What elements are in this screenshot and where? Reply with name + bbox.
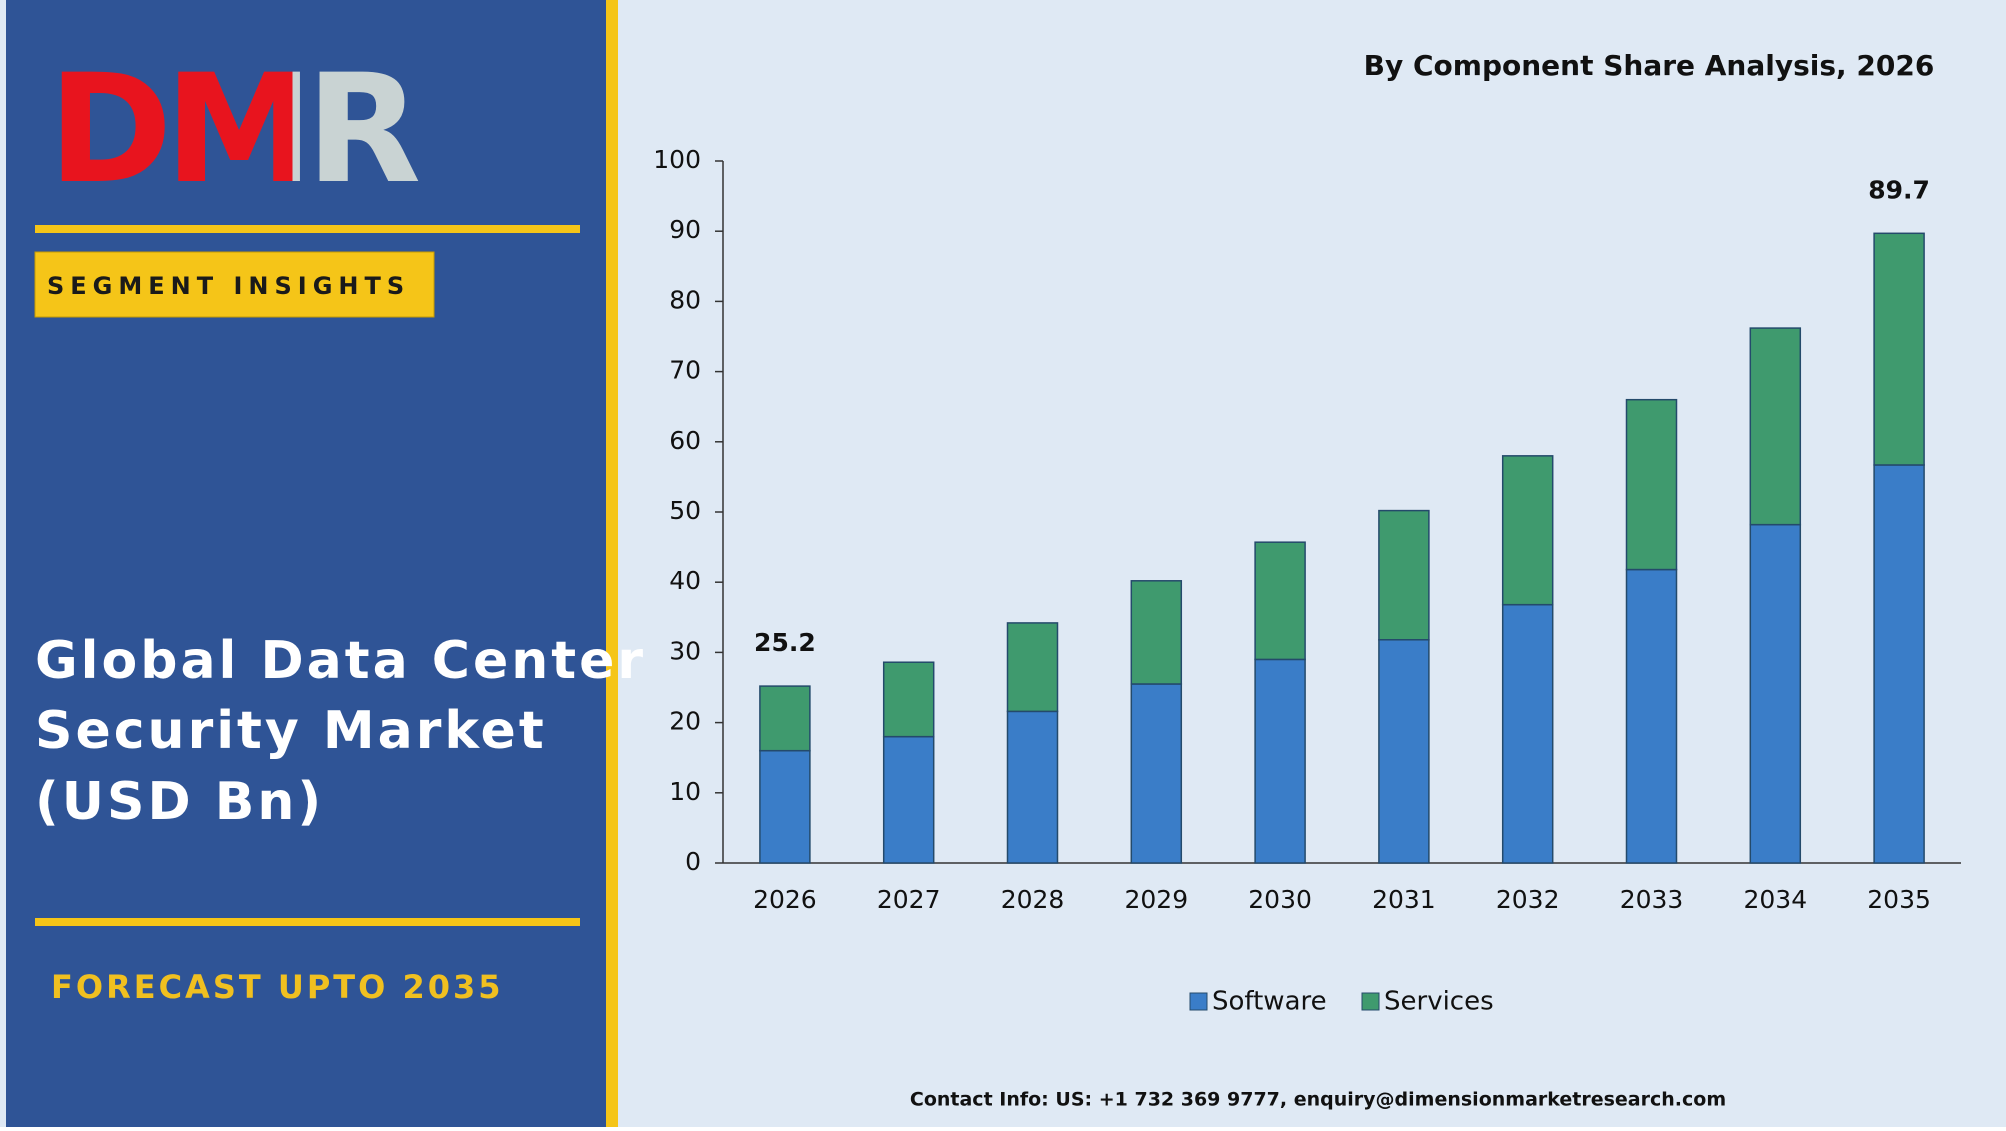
x-tick-label: 2035	[1867, 885, 1931, 914]
panel-title: (USD Bn)	[35, 772, 324, 832]
bar-segment	[1873, 464, 1925, 864]
bar-segment	[1625, 398, 1678, 571]
rule	[35, 918, 580, 926]
bar-segment	[1749, 327, 1802, 526]
side-panel	[6, 0, 606, 1127]
x-tick-label: 2028	[1001, 885, 1065, 914]
total-label: 89.7	[1868, 175, 1930, 204]
bar-segment	[1749, 523, 1802, 864]
y-tick-label: 60	[669, 426, 701, 455]
x-tick-label: 2031	[1372, 885, 1436, 914]
y-tick-label: 50	[669, 496, 701, 525]
legend-label: Software	[1212, 987, 1327, 1017]
bar-segment	[1873, 232, 1925, 466]
bar-segment	[1378, 639, 1430, 864]
total-label: 25.2	[754, 628, 816, 657]
y-tick-label: 0	[685, 847, 701, 876]
bar-segment	[1625, 568, 1678, 864]
y-tick-label: 100	[653, 145, 701, 174]
rule	[35, 225, 580, 233]
chart-title: By Component Share Analysis, 2026	[1364, 49, 1935, 82]
y-tick-label: 30	[669, 636, 701, 665]
x-tick-label: 2027	[877, 885, 941, 914]
panel-title: Security Market	[35, 701, 547, 761]
bar-segment	[882, 661, 935, 738]
x-tick-label: 2030	[1248, 885, 1312, 914]
y-tick-label: 20	[669, 707, 701, 736]
bar-segment	[759, 749, 811, 864]
x-tick-label: 2029	[1124, 885, 1188, 914]
bar-segment	[1254, 658, 1306, 864]
logo: DMR	[48, 43, 419, 217]
bar-segment	[1378, 509, 1430, 641]
bar-segment	[1130, 580, 1183, 685]
legend-swatch	[1189, 992, 1208, 1011]
y-tick-label: 80	[669, 285, 701, 314]
badge	[34, 251, 435, 318]
x-tick-label: 2034	[1743, 885, 1807, 914]
y-tick-label: 70	[669, 356, 701, 385]
panel-title: Global Data Center	[35, 631, 646, 691]
bar-segment	[1006, 622, 1059, 713]
bar-segment	[1501, 455, 1554, 606]
legend-label: Services	[1384, 987, 1494, 1017]
y-tick-label: 10	[669, 777, 701, 806]
bar-segment	[759, 685, 811, 752]
y-tick-label: 90	[669, 215, 701, 244]
badge-text: SEGMENT INSIGHTS	[47, 272, 410, 300]
legend-swatch	[1361, 992, 1380, 1011]
divider	[606, 0, 618, 1127]
x-tick-label: 2033	[1620, 885, 1684, 914]
bar-segment	[1006, 710, 1059, 864]
x-tick-label: 2032	[1496, 885, 1560, 914]
contact: Contact Info: US: +1 732 369 9777, enqui…	[910, 1089, 1726, 1111]
forecast: FORECAST UPTO 2035	[51, 968, 504, 1006]
bar-segment	[882, 735, 935, 864]
bar-segment	[1254, 541, 1306, 661]
x-tick-label: 2026	[753, 885, 817, 914]
bar-segment	[1130, 683, 1183, 864]
y-tick-label: 40	[669, 566, 701, 595]
bar-segment	[1501, 603, 1554, 864]
